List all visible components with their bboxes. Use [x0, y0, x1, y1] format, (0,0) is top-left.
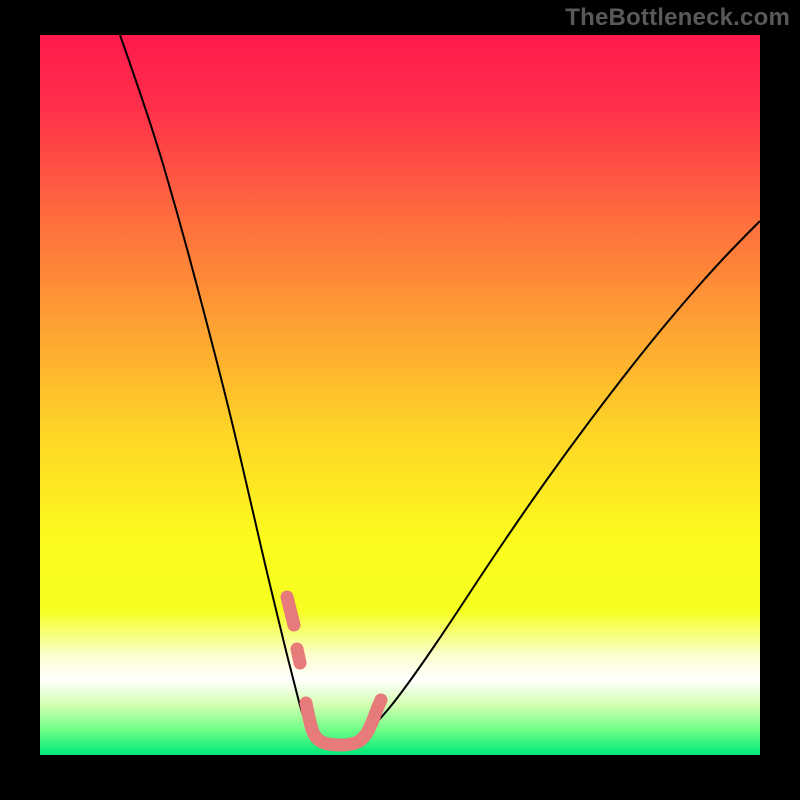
chart-svg [0, 0, 800, 800]
pink-dash-1 [297, 649, 300, 663]
plot-area-rect [40, 35, 760, 755]
pink-dash-0 [287, 597, 294, 625]
chart-container: { "watermark": { "text": "TheBottleneck.… [0, 0, 800, 800]
watermark-text: TheBottleneck.com [565, 4, 790, 32]
